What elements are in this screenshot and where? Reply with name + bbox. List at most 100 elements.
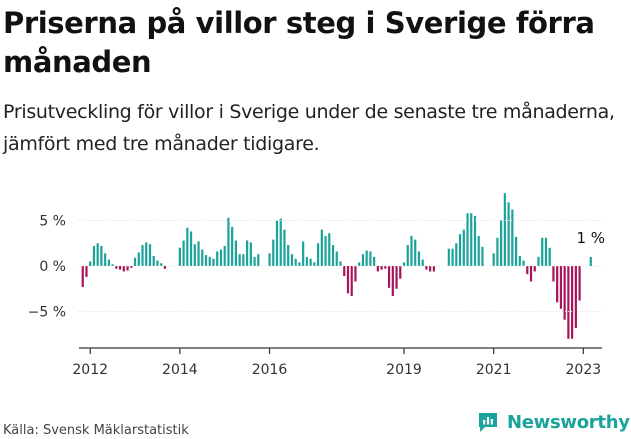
bar [537,256,540,266]
bar [552,266,555,282]
bar [387,266,391,288]
bar [455,243,458,266]
x-tick-label: 2019 [386,362,422,378]
bar [133,257,137,266]
bar [231,226,234,266]
bar [406,245,409,266]
bar [212,258,215,266]
bar [111,264,114,266]
bar [313,262,316,266]
bar [473,215,477,266]
bar [186,227,189,266]
bar [458,234,462,266]
bar [559,266,563,309]
bar [305,256,308,266]
bar [126,266,129,271]
bar [227,217,230,266]
bar [541,237,544,266]
bar [500,220,503,266]
y-axis: 5 % 0 % −5 % [28,214,602,321]
bar [320,229,323,266]
bar [316,243,320,266]
bar [380,266,383,270]
bar [414,239,417,266]
bar [290,254,294,266]
bar [399,266,402,279]
bar [324,235,327,266]
bar [156,260,159,266]
bar [182,240,185,266]
bar [178,247,181,266]
bar [507,202,510,266]
bar [447,248,450,266]
bar [268,253,271,266]
bar [533,266,536,272]
bar [81,266,84,287]
bar [89,261,92,266]
y-tick-label: 5 % [39,214,66,230]
bar [529,266,533,282]
brand-name: Newsworthy [507,411,630,433]
bar [145,242,148,266]
bar [339,261,342,266]
bar [328,233,331,266]
bar [578,266,581,301]
bar [350,266,353,297]
x-tick-label: 2023 [566,362,602,378]
x-axis: 2012 2014 2016 2019 2021 2023 [72,348,601,378]
bar [279,218,282,266]
bar [522,260,525,266]
bar [234,240,237,266]
bar [425,266,428,270]
bar [477,235,480,266]
annotation-label: 1 % [577,229,606,247]
bars-group [81,193,592,339]
bar-chart: 5 % 0 % −5 % 2012 2014 2016 2019 2021 2023 1 % [28,193,606,378]
bar [197,241,200,266]
bar [402,262,406,266]
bar [249,242,252,266]
bar [470,213,473,266]
bar [163,266,167,269]
bar [574,266,577,328]
annotations: 1 % [577,229,606,247]
bar [544,237,548,266]
bar [571,266,574,339]
bar [253,256,256,266]
bar [391,266,394,297]
bar [238,254,241,266]
bar [141,245,144,266]
bar [85,266,88,277]
bar [204,255,208,266]
bar [481,246,484,266]
bar [384,266,387,269]
bar [395,266,398,289]
bar [432,266,435,272]
bar [331,245,335,266]
bar [514,236,518,266]
y-tick-label: −5 % [28,305,66,321]
bar [518,255,521,266]
bar [503,193,506,266]
bar [118,266,122,270]
bar [548,247,551,266]
bar [100,245,103,266]
bar [283,229,286,266]
source-note: Källa: Svensk Mäklarstatistik [3,423,189,438]
y-tick-label: 0 % [39,259,66,275]
bar [567,266,570,339]
bar [369,251,372,266]
bar [361,254,365,266]
bar [137,252,140,266]
bar [115,266,118,269]
newsworthy-logo[interactable]: Newsworthy [476,408,630,436]
bar [104,253,107,266]
bar [242,254,245,266]
bar [511,209,514,266]
bar [365,250,368,266]
bar [462,229,465,266]
bar [96,243,99,266]
bar [223,245,226,266]
bar [275,220,279,266]
bar [257,254,260,266]
